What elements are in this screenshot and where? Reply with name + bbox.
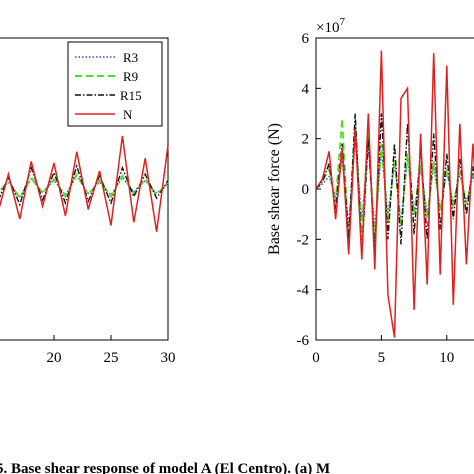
legend-label-n: N — [123, 107, 133, 122]
x-tick-label: 20 — [47, 350, 62, 366]
series-line-n — [0, 135, 169, 232]
left-x-ticks: 20 25 30 — [47, 335, 176, 366]
figure-caption: 5. Base shear response of model A (El Ce… — [0, 461, 330, 474]
x-tick-label: 10 — [439, 350, 454, 366]
x-tick-label: 0 — [312, 350, 320, 366]
right-y-ticks: 6 4 2 0 -2 -4 -6 — [297, 31, 321, 349]
legend: R3 R9 R15 N — [67, 41, 163, 127]
y-axis-label: Base shear force (N) — [266, 123, 283, 255]
x-tick-label: 30 — [161, 350, 176, 366]
y-tick-label: 2 — [302, 132, 310, 148]
legend-label-r15: R15 — [120, 88, 142, 103]
y-tick-label: 0 — [302, 182, 310, 198]
right-x-ticks: 0 5 10 — [312, 335, 454, 366]
right-series-lines — [315, 50, 474, 338]
series-line-r15 — [0, 163, 169, 207]
left-series-lines — [0, 135, 169, 232]
y-tick-label: -2 — [297, 232, 310, 248]
legend-box — [67, 41, 163, 127]
y-tick-label: -6 — [297, 333, 310, 349]
series-line-n — [315, 50, 474, 338]
y-tick-label: -4 — [297, 283, 310, 299]
y-exponent-label: ×107 — [316, 16, 345, 36]
right-panel: 0 5 10 6 4 2 0 -2 -4 -6 ×107 Base shear force (N… — [266, 16, 474, 366]
legend-label-r3: R3 — [123, 50, 138, 65]
y-tick-label: 6 — [302, 31, 310, 47]
legend-label-r9: R9 — [123, 69, 138, 84]
x-tick-label: 5 — [378, 350, 386, 366]
x-tick-label: 25 — [104, 350, 119, 366]
left-axes-box — [0, 37, 169, 341]
left-panel: 20 25 30 R3 R9 R15 N — [0, 37, 176, 366]
y-tick-label: 4 — [302, 81, 310, 97]
